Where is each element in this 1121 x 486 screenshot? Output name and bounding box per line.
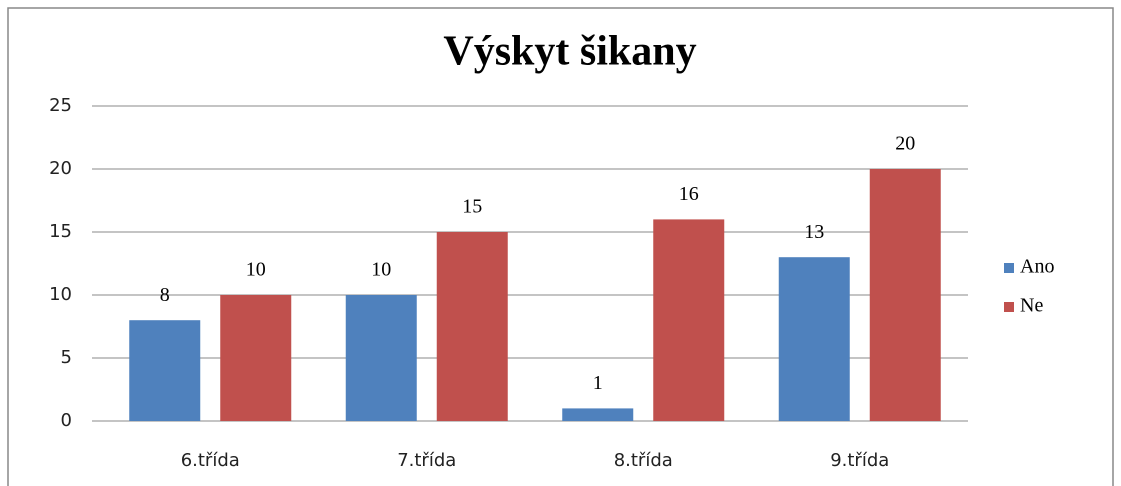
x-tick-label: 6.třída — [181, 450, 240, 471]
x-tick-label: 7.třída — [397, 450, 456, 471]
legend-swatch — [1004, 302, 1014, 312]
legend-swatch — [1004, 263, 1014, 273]
x-tick-label: 8.třída — [614, 450, 673, 471]
bar — [436, 232, 508, 421]
bar — [778, 257, 850, 421]
x-tick-label: 9.třída — [830, 450, 889, 471]
data-label: 1 — [593, 372, 603, 394]
bar — [869, 169, 941, 421]
bar — [345, 295, 417, 421]
y-tick-label: 20 — [49, 158, 72, 179]
data-label: 8 — [160, 284, 170, 306]
y-tick-label: 5 — [61, 347, 72, 368]
legend-label: Ne — [1020, 295, 1043, 317]
legend-label: Ano — [1020, 256, 1054, 278]
data-label: 13 — [804, 221, 824, 243]
y-tick-label: 25 — [49, 95, 72, 116]
y-tick-label: 15 — [49, 221, 72, 242]
bar — [129, 320, 201, 421]
data-label: 20 — [895, 133, 915, 155]
data-label: 16 — [679, 183, 699, 205]
y-tick-label: 0 — [61, 410, 72, 431]
chart-title: Výskyt šikany — [443, 29, 696, 75]
data-label: 10 — [371, 259, 391, 281]
bar — [653, 219, 725, 421]
bar — [220, 295, 292, 421]
data-label: 15 — [462, 196, 482, 218]
y-tick-label: 10 — [49, 284, 72, 305]
data-label: 10 — [246, 259, 266, 281]
bar — [562, 408, 634, 421]
